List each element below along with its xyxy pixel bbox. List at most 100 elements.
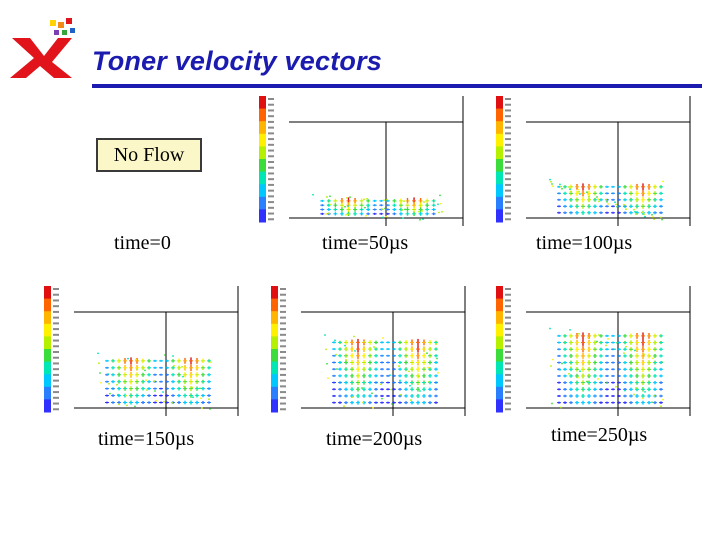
colorbar-segment: [259, 117, 266, 122]
velocity-point: [373, 346, 375, 348]
colorbar-segment: [44, 353, 51, 358]
colorbar-segment: [496, 349, 503, 354]
colorbar-segment: [44, 302, 51, 308]
colorbar-tick: [268, 155, 274, 158]
title-divider: [92, 84, 702, 88]
velocity-point: [587, 336, 589, 339]
colorbar-segment: [496, 332, 503, 337]
colorbar-tick: [268, 178, 274, 181]
colorbar-tick: [505, 356, 511, 359]
colorbar-segment: [496, 290, 503, 295]
velocity-point: [346, 196, 348, 199]
velocity-point: [201, 407, 203, 409]
velocity-point: [409, 384, 411, 387]
colorbar-segment: [271, 386, 278, 392]
velocity-point: [660, 405, 662, 408]
colorbar-tick: [280, 345, 286, 348]
colorbar-tick: [268, 126, 274, 129]
colorbar-tick: [268, 195, 274, 198]
velocity-point: [662, 398, 664, 401]
velocity-point: [577, 188, 579, 191]
velocity-point: [398, 365, 400, 367]
velocity-point: [154, 390, 156, 392]
velocity-point: [164, 354, 166, 356]
colorbar-segment: [496, 391, 503, 396]
colorbar-segment: [44, 290, 51, 295]
velocity-point: [436, 357, 438, 360]
colorbar-segment: [496, 184, 503, 189]
colorbar-tick: [280, 396, 286, 399]
colorbar-segment: [496, 217, 503, 223]
colorbar-segment: [496, 175, 503, 181]
velocity-point: [616, 205, 618, 208]
colorbar-segment: [271, 298, 278, 304]
velocity-point: [117, 393, 119, 396]
colorbar-segment: [496, 307, 503, 312]
colorbar-segment: [496, 196, 503, 202]
velocity-point: [596, 196, 598, 198]
colorbar-segment: [271, 374, 278, 379]
colorbar-segment: [44, 365, 51, 371]
colorbar-tick: [505, 149, 511, 152]
colorbar-tick: [268, 189, 274, 192]
velocity-point: [606, 381, 608, 384]
colorbar-tick: [268, 206, 274, 209]
logo-dots: [50, 18, 75, 35]
colorbar-segment: [496, 104, 503, 110]
colorbar-segment: [44, 336, 51, 342]
colorbar-segment: [271, 349, 278, 354]
velocity-point: [662, 180, 664, 183]
colorbar-tick: [505, 138, 511, 141]
colorbar-segment: [496, 142, 503, 147]
colorbar-segment: [259, 217, 266, 223]
colorbar-segment: [271, 315, 278, 321]
velocity-point: [561, 187, 563, 190]
colorbar-segment: [496, 286, 503, 291]
colorbar-tick: [268, 183, 274, 186]
velocity-point: [384, 207, 386, 210]
colorbar-tick: [505, 126, 511, 129]
velocity-point: [155, 399, 157, 402]
velocity-point: [598, 200, 600, 203]
colorbar-tick: [505, 218, 511, 221]
colorbar-tick: [280, 333, 286, 336]
velocity-point: [597, 378, 599, 380]
velocity-point: [426, 352, 428, 355]
velocity-point: [560, 406, 562, 409]
velocity-point: [324, 334, 326, 336]
colorbar-tick: [505, 345, 511, 348]
velocity-point: [325, 348, 327, 351]
colorbar-tick: [505, 299, 511, 302]
colorbar-segment: [259, 184, 266, 189]
velocity-point: [437, 203, 439, 206]
velocity-point: [326, 196, 328, 198]
caption-time-200: time=200µs: [326, 428, 423, 450]
velocity-point: [391, 402, 393, 405]
colorbar-tick: [280, 305, 286, 308]
velocity-point: [568, 186, 570, 188]
colorbar-tick: [505, 402, 511, 405]
velocity-point: [328, 212, 330, 215]
velocity-point: [312, 193, 314, 196]
colorbar-tick: [53, 385, 59, 388]
velocity-point: [385, 215, 387, 218]
colorbar-tick: [280, 293, 286, 296]
colorbar-segment: [271, 323, 278, 329]
velocity-point: [597, 198, 599, 201]
colorbar-segment: [44, 395, 51, 400]
velocity-point: [146, 389, 148, 391]
velocity-point: [408, 370, 410, 373]
velocity-point: [335, 353, 337, 356]
colorbar-tick: [53, 339, 59, 342]
colorbar-segment: [271, 332, 278, 337]
colorbar-tick: [53, 299, 59, 302]
velocity-point: [402, 217, 404, 220]
velocity-point: [642, 211, 644, 214]
colorbar-tick: [505, 362, 511, 365]
colorbar-segment: [259, 167, 266, 173]
velocity-point: [116, 383, 118, 386]
velocity-point: [334, 339, 336, 342]
velocity-point: [145, 379, 147, 382]
velocity-point: [381, 397, 383, 400]
colorbar-tick: [505, 195, 511, 198]
